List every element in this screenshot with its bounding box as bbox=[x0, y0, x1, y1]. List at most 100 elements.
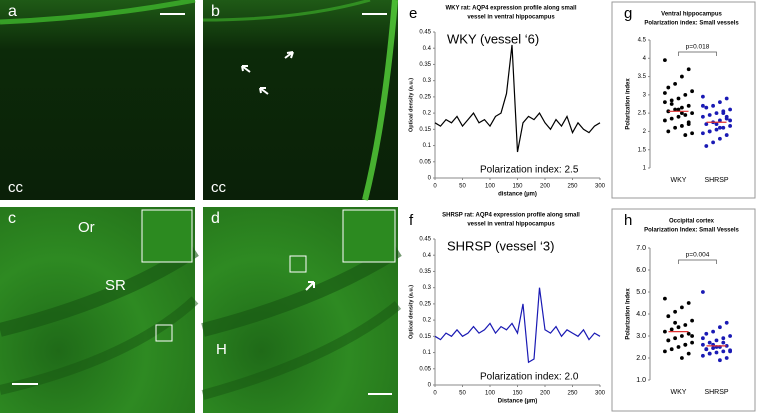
y-tick-label: 0.4 bbox=[423, 253, 432, 259]
panel-frame bbox=[611, 208, 756, 412]
data-point bbox=[680, 334, 684, 338]
data-point bbox=[701, 114, 705, 119]
data-point bbox=[666, 109, 671, 114]
y-tick-label: 4.5 bbox=[638, 38, 647, 44]
y-tick-label: 0 bbox=[428, 176, 432, 182]
x-tick-label: 250 bbox=[567, 184, 578, 190]
y-tick-label: 5.0 bbox=[636, 289, 646, 296]
x-tick-label: 0 bbox=[433, 391, 437, 397]
data-point bbox=[669, 102, 674, 106]
y-tick-label: 0.25 bbox=[419, 301, 431, 307]
y-tick-label: 0.05 bbox=[419, 366, 431, 372]
data-point bbox=[701, 353, 705, 358]
data-point bbox=[683, 323, 688, 327]
data-point bbox=[707, 129, 712, 134]
x-tick-label: WKY bbox=[671, 177, 687, 184]
panel-d: d H bbox=[201, 207, 402, 413]
p-value: p=0.018 bbox=[686, 44, 710, 51]
y-tick-label: 4 bbox=[643, 56, 647, 62]
panel-label: f bbox=[409, 212, 414, 229]
y-tick-label: 0.1 bbox=[423, 350, 432, 356]
data-point bbox=[683, 113, 688, 117]
data-point bbox=[669, 327, 674, 332]
data-point bbox=[721, 125, 726, 130]
data-point bbox=[728, 349, 732, 354]
data-point bbox=[711, 103, 715, 108]
data-point bbox=[690, 111, 694, 116]
data-point bbox=[669, 116, 674, 121]
data-point bbox=[683, 133, 688, 137]
y-axis-label: Polarization index bbox=[626, 78, 632, 130]
data-point bbox=[714, 122, 719, 127]
x-tick-label: 200 bbox=[540, 391, 551, 397]
data-point bbox=[711, 329, 715, 334]
y-tick-label: 2.5 bbox=[638, 111, 647, 117]
y-tick-label: 2.0 bbox=[636, 355, 646, 362]
data-point bbox=[663, 100, 667, 105]
x-axis-label: distance (µm) bbox=[498, 192, 537, 198]
y-tick-label: 7.0 bbox=[636, 245, 646, 252]
p-bracket bbox=[678, 51, 717, 56]
y-tick-label: 0.45 bbox=[419, 237, 431, 243]
y-tick-label: 0.4 bbox=[423, 46, 432, 52]
data-point bbox=[718, 100, 722, 105]
region-label: cc bbox=[211, 179, 227, 196]
data-point bbox=[721, 340, 726, 345]
data-point bbox=[721, 111, 726, 116]
y-tick-label: 4.0 bbox=[636, 311, 646, 318]
y-axis-label: Optical density (a.u.) bbox=[408, 78, 414, 132]
data-point bbox=[701, 103, 705, 108]
panel-label: a bbox=[8, 3, 17, 20]
data-point bbox=[673, 336, 677, 341]
data-point bbox=[663, 329, 667, 334]
y-tick-label: 1.0 bbox=[636, 377, 646, 384]
p-value: p=0.004 bbox=[686, 252, 710, 259]
data-point bbox=[724, 320, 729, 325]
layer-label: Or bbox=[78, 219, 95, 236]
data-point bbox=[683, 92, 688, 97]
data-point bbox=[686, 331, 691, 336]
data-point bbox=[707, 340, 712, 345]
data-point bbox=[724, 96, 729, 101]
y-axis-label: Polarization Index bbox=[626, 288, 632, 340]
panel-label: d bbox=[211, 210, 220, 227]
data-point bbox=[711, 346, 715, 350]
x-tick-label: 300 bbox=[595, 391, 606, 397]
data-point bbox=[728, 107, 732, 112]
data-point bbox=[676, 325, 681, 330]
data-point bbox=[686, 103, 691, 108]
data-point bbox=[683, 342, 688, 347]
data-point bbox=[666, 338, 671, 343]
data-point bbox=[663, 349, 667, 354]
data-point bbox=[718, 118, 722, 123]
data-point bbox=[690, 89, 694, 94]
data-point bbox=[663, 91, 667, 95]
data-point bbox=[680, 356, 684, 360]
region-label: H bbox=[216, 341, 227, 358]
data-point bbox=[663, 118, 667, 123]
data-point bbox=[721, 349, 726, 354]
data-point bbox=[673, 125, 677, 130]
data-point bbox=[701, 290, 705, 294]
data-point bbox=[718, 358, 722, 363]
panel-c: c Or SR bbox=[0, 207, 199, 413]
y-tick-label: 2 bbox=[643, 129, 647, 135]
data-point bbox=[686, 301, 691, 305]
data-point bbox=[714, 127, 719, 132]
data-point bbox=[707, 351, 712, 356]
y-tick-label: 0.35 bbox=[419, 62, 431, 68]
panel-a: a cc bbox=[0, 0, 196, 200]
data-point bbox=[686, 67, 691, 72]
panel-label: c bbox=[8, 210, 16, 227]
y-tick-label: 0.3 bbox=[423, 285, 432, 291]
data-point bbox=[701, 336, 705, 341]
y-tick-label: 0.15 bbox=[419, 127, 431, 133]
chart-title: Ventral hippocampus bbox=[661, 12, 722, 18]
profile-line bbox=[434, 44, 601, 153]
data-point bbox=[724, 114, 729, 119]
data-point bbox=[680, 105, 684, 110]
data-point bbox=[704, 347, 709, 352]
profile-line bbox=[434, 287, 601, 364]
y-tick-label: 0.3 bbox=[423, 78, 432, 84]
